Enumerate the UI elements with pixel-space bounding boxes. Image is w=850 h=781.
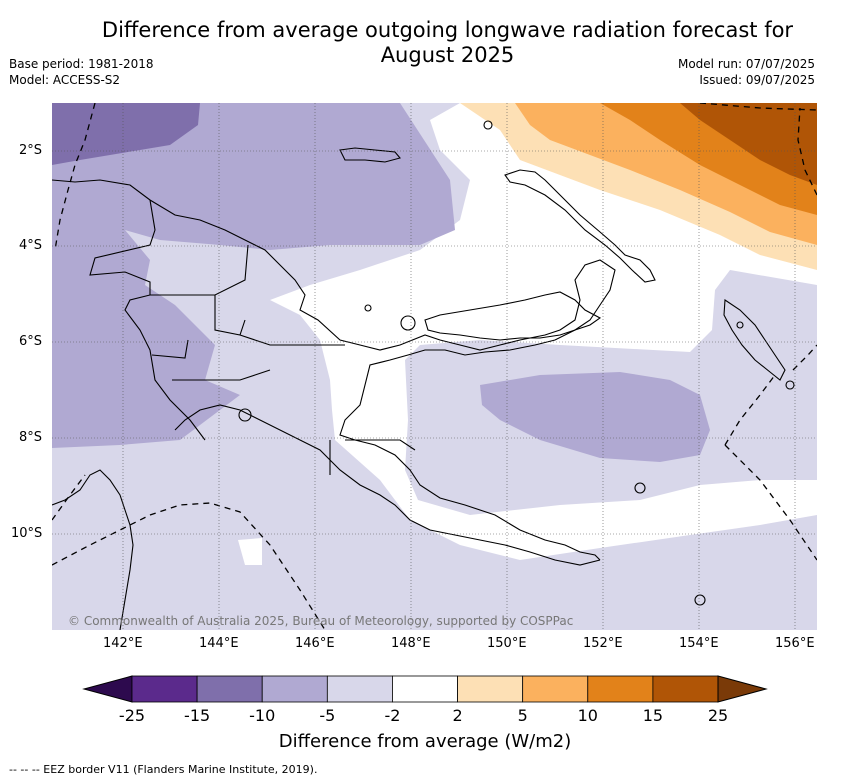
lon-label-150e: 150°E [487,636,527,651]
colorbar-swatch [196,675,263,703]
coastlines [52,120,795,630]
colorbar-swatch [457,675,524,703]
colorbar-tick-label: -25 [118,706,146,725]
coastline-manus [339,147,401,163]
anomaly-fill-neutral-south [238,538,262,565]
title-line-1: Difference from average outgoing longwav… [101,18,794,42]
eez-border-northeast-2 [797,107,817,196]
lon-label-148e: 148°E [391,636,431,651]
colorbar-swatch [261,675,328,703]
lon-label-156e: 156°E [775,636,815,651]
colorbar-swatch [652,675,719,703]
colorbar-label: Difference from average (W/m2) [278,731,572,752]
lon-label-146e: 146°E [295,636,335,651]
anomaly-fill-brown [680,103,817,185]
coastline-international-border [89,199,206,441]
colorbar-swatch [392,675,458,703]
colorbar-tick-label: 25 [707,706,729,725]
title-line-2: August 2025 [380,43,515,67]
colorbar-tick-label: 2 [452,706,463,725]
colorbar-tick-label: -15 [184,706,211,725]
coastline-new-ireland [504,169,656,283]
meta-left: Base period: 1981-2018 Model: ACCESS-S2 [9,56,154,88]
colorbar-arrow-max [717,675,768,703]
eez-border-south [52,474,86,521]
coastline-province-borders [150,244,416,475]
colorbar-swatch [522,675,589,703]
issued-date: Issued: 09/07/2025 [699,73,815,87]
colorbar-tick-label: -5 [319,706,336,725]
eez-footnote: -- -- -- EEZ border V11 (Flanders Marine… [9,763,318,776]
coastline-bougainville [723,299,786,381]
colorbar-arrow-min [82,675,133,703]
colorbar-tick-label: 10 [577,706,598,725]
colorbar-tick-label: 15 [642,706,664,725]
eez-border-east [724,374,776,446]
colorbar-swatch [587,675,654,703]
anomaly-fill-dark-purple-nw [52,103,200,165]
lat-label-4s: 4°S [19,238,43,253]
lat-label-10s: 10°S [11,526,43,541]
lon-label-154e: 154°E [679,636,719,651]
coastline-new-guinea [52,179,616,561]
lat-label-6s: 6°S [19,334,43,349]
lon-label-144e: 144°E [199,636,239,651]
colorbar-tick-label: -10 [249,706,276,725]
eez-border-west [54,103,96,251]
anomaly-fill-medium-purple-west [52,103,455,448]
colorbar-swatch [326,675,393,703]
lat-label-8s: 8°S [19,430,43,445]
lon-label-152e: 152°E [583,636,623,651]
colorbar-swatch [131,675,198,703]
meta-right: Model run: 07/07/2025 Issued: 09/07/2025 [678,56,815,88]
coastline-cape-york [52,469,134,630]
lon-label-142e: 142°E [103,636,143,651]
map-title: Difference from average outgoing longwav… [95,18,800,68]
eez-borders [52,103,817,630]
lat-label-2s: 2°S [19,143,43,158]
colorbar-tick-label: 5 [517,706,528,725]
model-run: Model run: 07/07/2025 [677,57,815,71]
gridlines [52,103,817,630]
coastline-new-britain [424,291,602,341]
coastline-south-png [174,404,601,566]
base-period: Base period: 1981-2018 [9,57,154,71]
eez-border-northeast [699,103,817,111]
copyright-notice: © Commonwealth of Australia 2025, Bureau… [68,614,574,628]
eez-border-southwest [52,502,326,630]
anomaly-fill-medium-purple-east [480,372,710,462]
model-name: Model: ACCESS-S2 [9,73,121,87]
colorbar-tick-label: -2 [384,706,401,725]
eez-border-southeast [724,444,817,561]
